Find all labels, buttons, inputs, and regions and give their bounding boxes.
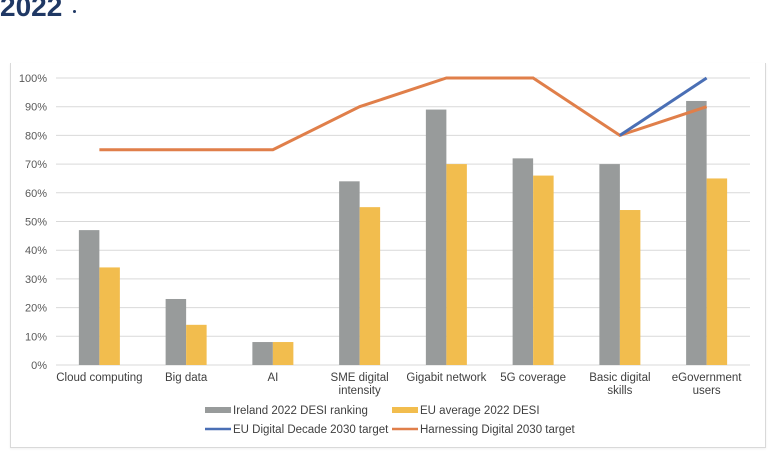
bar-eu-average — [533, 175, 554, 365]
category-label: Cloud computing — [56, 372, 142, 384]
bar-eu-average — [359, 207, 381, 365]
y-tick-label: 90% — [25, 102, 47, 114]
category-label: users — [693, 385, 721, 397]
legend-swatch — [205, 407, 231, 413]
legend-ireland: Ireland 2022 DESI ranking — [205, 405, 368, 417]
legend-label: Harnessing Digital 2030 target — [420, 424, 576, 436]
title-dot — [73, 10, 76, 13]
x-axis-labels: Cloud computing Big data AI SME digitalinte… — [56, 372, 742, 397]
bar-eu-average — [272, 342, 294, 365]
bar-ireland — [165, 298, 187, 365]
legend-label: EU average 2022 DESI — [420, 405, 540, 417]
legend-harnessing-digital: Harnessing Digital 2030 target — [392, 424, 576, 436]
y-tick-label: 50% — [25, 217, 47, 229]
y-tick-label: 20% — [25, 303, 47, 315]
bar-ireland — [686, 100, 707, 366]
line-eu-digital-decade — [619, 76, 708, 137]
y-tick-label: 10% — [25, 331, 47, 343]
y-tick-label: 40% — [25, 245, 47, 257]
category-label: 5G coverage — [500, 372, 566, 384]
bar-ireland — [339, 181, 360, 365]
legend-eu-average: EU average 2022 DESI — [392, 405, 540, 417]
bar-eu-average — [619, 210, 641, 365]
y-tick-label: 30% — [25, 274, 47, 286]
legend: Ireland 2022 DESI ranking EU average 2022… — [205, 405, 576, 436]
category-label: eGovernment — [672, 372, 742, 384]
page-title: 2022 — [0, 0, 63, 22]
lines — [99, 76, 708, 152]
line-harnessing-digital — [99, 76, 708, 152]
category-label: Gigabit network — [406, 372, 486, 384]
bar-eu-average — [186, 324, 207, 365]
bar-eu-average — [446, 164, 467, 365]
category-label: skills — [607, 385, 632, 397]
bar-ireland — [425, 109, 447, 365]
legend-label: EU Digital Decade 2030 target — [233, 424, 389, 436]
bar-ireland — [252, 342, 273, 365]
category-label: SME digital — [331, 372, 389, 384]
y-tick-label: 80% — [25, 130, 47, 142]
chart-frame — [10, 63, 766, 448]
category-label: Big data — [165, 372, 208, 384]
bars — [78, 100, 728, 366]
legend-label: Ireland 2022 DESI ranking — [233, 405, 368, 417]
category-label: AI — [267, 372, 278, 384]
legend-eu-digital-decade: EU Digital Decade 2030 target — [205, 424, 389, 436]
y-tick-label: 0% — [31, 360, 47, 372]
category-label: intensity — [339, 385, 381, 397]
category-label: Basic digital — [589, 372, 650, 384]
bar-ireland — [512, 158, 534, 365]
y-axis-ticks: 0% 10% 20% 30% 40% 50% 60% 70% 80% 90% 100% — [19, 73, 47, 372]
bar-eu-average — [99, 267, 120, 365]
gridlines — [56, 77, 750, 366]
y-tick-label: 70% — [25, 159, 47, 171]
bar-eu-average — [706, 178, 728, 365]
y-tick-label: 100% — [19, 73, 47, 85]
legend-swatch — [392, 407, 418, 413]
y-tick-label: 60% — [25, 188, 47, 200]
bar-ireland — [599, 164, 620, 365]
bar-ireland — [78, 230, 100, 365]
